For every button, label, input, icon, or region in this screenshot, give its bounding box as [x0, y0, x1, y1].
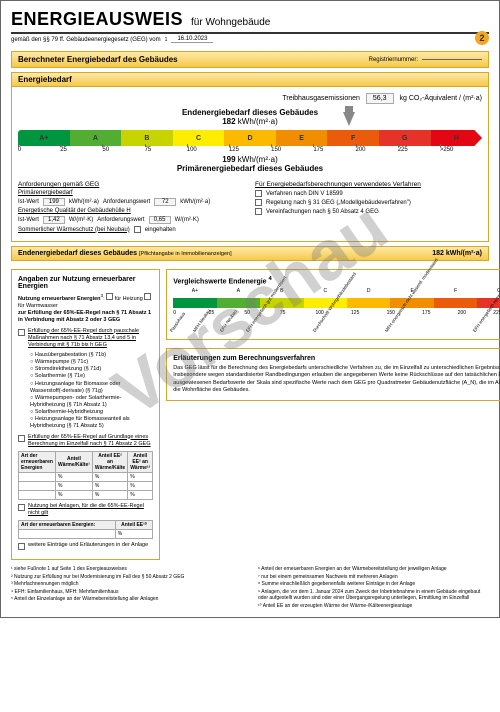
end-bar-value: 182 kWh/(m²·a): [432, 250, 482, 257]
explain-box: Erläuterungen zum Berechnungsverfahren D…: [166, 348, 500, 401]
chk-c4: [18, 543, 25, 550]
ist-label: Ist-Wert: [18, 199, 39, 205]
req-title-left: Anforderungen gemäß GEG: [18, 181, 245, 188]
req-title-right: Für Energiebedarfsberechnungen verwendet…: [255, 181, 482, 188]
prim-unit: kWh/(m²·a): [238, 155, 278, 164]
ist-ht: 1,42: [43, 216, 65, 224]
end-title: Endenergiebedarf dieses Gebäudes: [18, 108, 482, 117]
emiss-label: Treibhausgasemissionen: [282, 95, 360, 102]
compare-title: Vergleichswerte Endenergie: [173, 278, 266, 285]
section-header-1: Berechneter Energiebedarf des Gebäudes R…: [11, 51, 489, 68]
anf-prim: 72: [154, 198, 176, 206]
chk-c3: [18, 504, 25, 511]
section-title: Berechneter Energiebedarf des Gebäudes: [18, 55, 178, 64]
emiss-unit: kg CO₂-Äquivalent / (m²·a): [400, 95, 482, 102]
energy-scale: A+ABCDEFGH 0255075100125150175200225>250: [18, 130, 482, 153]
huelle-label: Energetische Qualität der Gebäudehülle H: [18, 208, 245, 214]
check-opt3: [255, 208, 262, 215]
prim-title: Primärenergiebedarf dieses Gebäudes: [18, 164, 482, 173]
doc-subtitle: für Wohngebäude: [191, 17, 270, 28]
prim-value: 199: [222, 155, 235, 164]
explain-text: Das GEG lässt für die Berechnung des Ene…: [173, 365, 500, 394]
doc-title: ENERGIEAUSWEIS: [11, 9, 183, 30]
end-unit: kWh/(m²·a): [238, 117, 278, 126]
emiss-value: 56,3: [366, 93, 394, 104]
explain-title: Erläuterungen zum Berechnungsverfahren: [173, 355, 500, 362]
anf-ht: 0,65: [149, 216, 171, 224]
reg-label: Registriernummer:: [369, 57, 418, 63]
prim-req-label: Primärenergiebedarf: [18, 190, 245, 196]
ee-table2: Art der erneuerbaren Energien:Anteil EE¹…: [18, 520, 153, 539]
ist-prim: 199: [43, 198, 65, 206]
geg-line: gemäß den §§ 79 ff. Gebäudeenergiegesetz…: [11, 36, 489, 43]
check-opt1: [255, 190, 262, 197]
sommer-check: [134, 226, 141, 233]
geg-date: 16.10.2023: [171, 36, 213, 43]
energiebedarf-box: Energiebedarf Treibhausgasemissionen 56,…: [11, 72, 489, 242]
page-number: 2: [475, 31, 489, 45]
sommer-label: Sommerlicher Wärmeschutz (bei Neubau): [18, 227, 130, 233]
renew-title: Angaben zur Nutzung erneuerbarer Energie…: [18, 276, 153, 290]
compare-box: Vergleichswerte Endenergie 4 A+ABCDEFGH …: [166, 269, 500, 340]
title-row: ENERGIEAUSWEIS für Wohngebäude: [11, 9, 489, 34]
end-value: 182: [222, 117, 235, 126]
chk-ww: [144, 293, 151, 300]
footnotes: ¹ siehe Fußnote 1 auf Seite 1 des Energi…: [11, 566, 489, 609]
geg-text: gemäß den §§ 79 ff. Gebäudeenergiegesetz…: [11, 37, 161, 43]
scale-arrow: [343, 112, 355, 126]
energiebedarf-title: Energiebedarf: [12, 73, 488, 87]
chk-c2: [18, 435, 25, 442]
ee-table: Art der erneuerbaren EnergienAnteil Wärm…: [18, 451, 153, 500]
chk-heiz: [106, 293, 113, 300]
end-bar: Endenergiebedarf dieses Gebäudes [Pflich…: [11, 246, 489, 261]
check-opt2: [255, 199, 262, 206]
anf-label: Anforderungswert: [103, 199, 150, 205]
chk-c1: [18, 329, 25, 336]
renewable-box: Angaben zur Nutzung erneuerbarer Energie…: [11, 269, 160, 560]
reg-field: [422, 59, 482, 60]
